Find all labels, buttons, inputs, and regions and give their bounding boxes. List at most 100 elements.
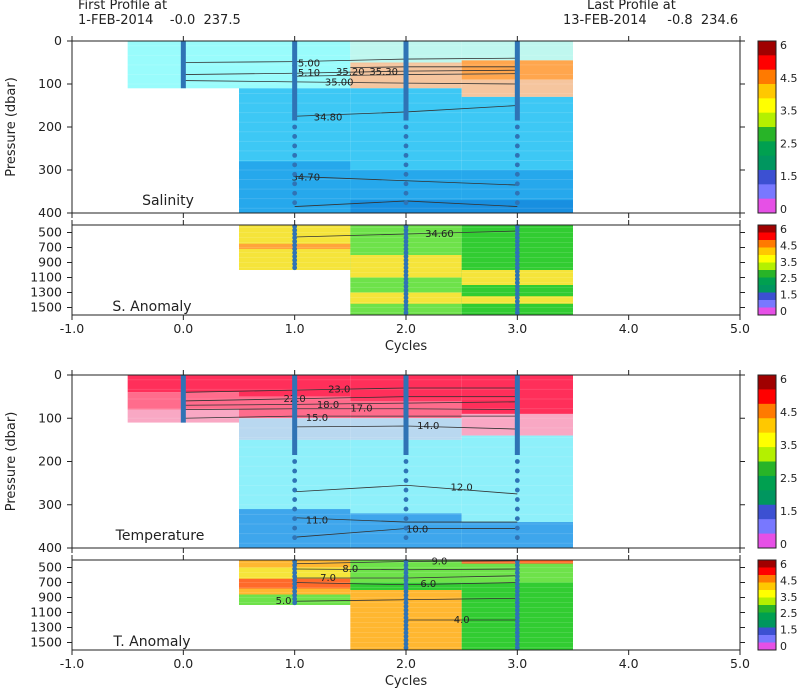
profile-point (514, 506, 520, 512)
contour-label: 35.10 (291, 68, 320, 79)
colorbar-swatch (758, 490, 776, 506)
colorbar-swatch (758, 560, 776, 568)
profile-point (514, 171, 520, 177)
colorbar-swatch (758, 575, 776, 583)
y-tick-label: 200 (38, 119, 62, 134)
profile-point (403, 310, 409, 316)
profile-point (403, 468, 409, 474)
profile-point (403, 134, 409, 139)
contour-label: 6.0 (420, 579, 436, 590)
colorbar-label: 2.5 (780, 472, 798, 485)
profile-point (403, 581, 409, 587)
profile-point (403, 525, 409, 531)
contour-label: 35.30 (369, 67, 398, 78)
contour-line (183, 57, 518, 63)
profile-point (403, 611, 409, 617)
y-tick-label: 100 (38, 410, 62, 425)
profile-point (403, 152, 409, 158)
colorbar-swatch (758, 127, 776, 142)
y-axis-title: Pressure (dbar) (4, 77, 19, 177)
profile-point (514, 525, 520, 531)
first-profile-info: 1-FEB-2014 -0.0 237.5 (78, 13, 241, 28)
colorbar-frame (757, 559, 777, 651)
profile-point (292, 227, 298, 233)
profile-point (292, 574, 298, 579)
profile-point (514, 637, 520, 643)
profile-point (292, 239, 298, 244)
profile-point (403, 585, 409, 591)
profile-point (403, 306, 409, 312)
contour-line (183, 69, 518, 75)
profile-point (292, 254, 298, 259)
colorbar-label: 2.5 (780, 137, 798, 150)
colorbar-label: 6 (780, 39, 787, 52)
profile-point (403, 596, 409, 602)
colorbar-label: 0 (780, 640, 787, 653)
contour-label: 7.0 (320, 573, 336, 584)
profile-point (403, 181, 409, 187)
profile-point (514, 622, 520, 628)
colorbar-swatch (758, 475, 776, 491)
profile-point (292, 134, 298, 139)
profile-point (403, 200, 409, 206)
colorbar-swatch (758, 307, 776, 316)
profile-point (514, 516, 520, 521)
profile-point (403, 592, 409, 598)
profile-point (292, 171, 298, 177)
profile-point (403, 562, 409, 568)
profile-point (514, 630, 520, 636)
profile-point (403, 235, 409, 241)
profile-point (514, 577, 520, 583)
panel-label: T. Anomaly (112, 634, 190, 650)
contour-line (294, 176, 518, 186)
contour-line (183, 408, 518, 410)
profile-point (514, 200, 520, 206)
profile-point (403, 478, 409, 483)
colorbar-swatch (758, 642, 776, 651)
contour-label: 14.0 (417, 421, 439, 432)
profile-point (514, 641, 520, 647)
x-tick-label: 5.0 (730, 321, 750, 336)
colorbar-swatch (758, 590, 776, 598)
profile-point (403, 171, 409, 177)
profile-point (514, 600, 520, 606)
profile-point (403, 626, 409, 632)
profile-point (292, 235, 298, 241)
profile-point (292, 570, 298, 576)
colorbar-swatch (758, 403, 776, 419)
contour-line (183, 396, 518, 402)
y-tick-label: 700 (38, 575, 62, 590)
contour-label: 17.0 (350, 404, 372, 415)
colorbar-swatch (758, 170, 776, 185)
y-tick-label: 400 (38, 540, 62, 555)
profile-point (403, 574, 409, 579)
y-tick-label: 1300 (30, 285, 62, 300)
x-tick-label: 3.0 (507, 321, 527, 336)
profile-point (403, 577, 409, 583)
profile-point (514, 570, 520, 576)
profile-point (292, 562, 298, 568)
profile-point (403, 487, 409, 493)
colorbar-swatch (758, 300, 776, 308)
profile-point (403, 570, 409, 576)
contour-label: 15.0 (306, 413, 328, 424)
contour-line (183, 415, 518, 419)
profile-point (514, 143, 520, 149)
profile-point (403, 261, 409, 267)
profile-point (403, 265, 409, 271)
colorbar-swatch (758, 605, 776, 613)
profile-point (514, 231, 520, 237)
profile-point (292, 506, 298, 512)
profile-point (514, 287, 520, 293)
profile-point (403, 607, 409, 613)
profile-point (514, 626, 520, 632)
colorbar-swatch (758, 98, 776, 114)
colorbar-label: 3.5 (780, 256, 798, 269)
colorbar-frame (757, 374, 777, 549)
profile-point (403, 619, 409, 624)
profile-point (514, 162, 520, 168)
y-tick-label: 1300 (30, 620, 62, 635)
panel-label: Salinity (142, 193, 194, 209)
colorbar-swatch (758, 447, 776, 462)
